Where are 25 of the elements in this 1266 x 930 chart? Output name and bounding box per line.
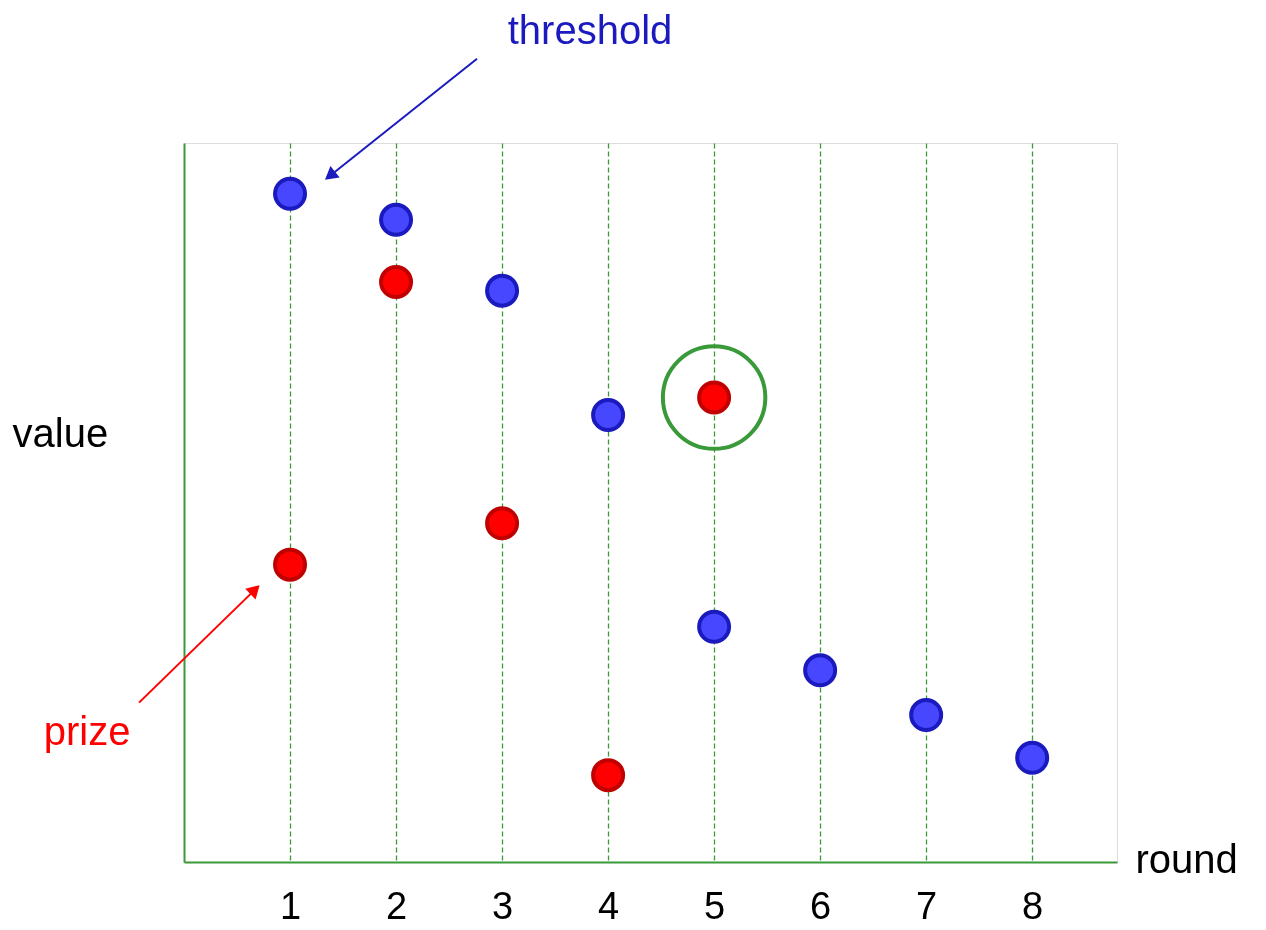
point: [591, 397, 626, 432]
point: [803, 653, 838, 688]
point: [273, 176, 308, 211]
point: [485, 273, 520, 308]
point: [379, 202, 414, 237]
point: [591, 758, 626, 793]
point: [660, 344, 768, 451]
x-tick-label: 5: [704, 884, 726, 927]
text: threshold: [507, 7, 673, 52]
x-axis-title: round: [1135, 836, 1238, 881]
x-tick-label: 2: [385, 884, 408, 927]
x-tick-label: 8: [1022, 884, 1044, 927]
text: prize: [43, 708, 131, 753]
x-tick-label: 4: [598, 884, 620, 927]
point: [485, 506, 520, 541]
y-axis-title: value: [12, 410, 109, 455]
x-tick-label: 7: [916, 884, 938, 927]
point: [1015, 740, 1050, 775]
point: [379, 265, 414, 299]
x-tick-label: 1: [279, 884, 302, 927]
x-tick-label: 3: [492, 884, 514, 927]
point: [909, 698, 944, 732]
x-tick-label: 6: [810, 884, 832, 927]
point: [697, 609, 732, 644]
point: [273, 547, 308, 582]
